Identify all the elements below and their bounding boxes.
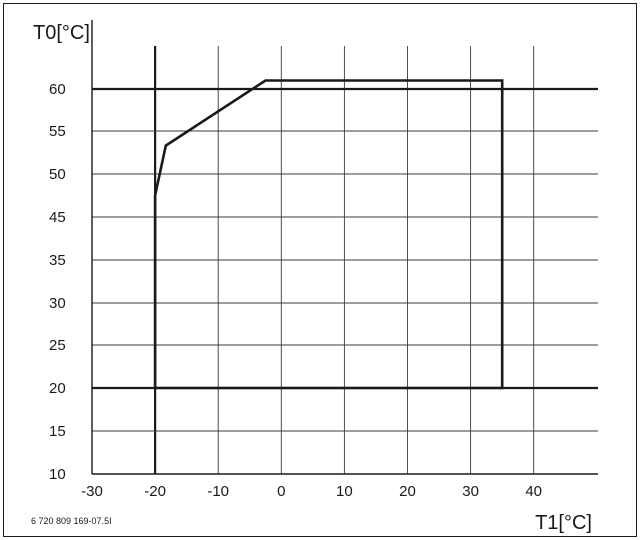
operating-range-line bbox=[153, 79, 504, 390]
x-tick-label: 40 bbox=[525, 483, 542, 500]
y-tick-label: 10 bbox=[49, 466, 66, 483]
y-tick-label: 60 bbox=[49, 81, 66, 98]
x-tick-label: -10 bbox=[207, 483, 229, 500]
axis-layer: -30 -20 -10 0 10 20 30 40 10 15 20 25 30 35 45 50 55 60 bbox=[49, 20, 598, 500]
x-tick-label: 10 bbox=[336, 483, 353, 500]
y-tick-label: 45 bbox=[49, 209, 66, 226]
x-tick-label: -20 bbox=[144, 483, 166, 500]
chart-frame bbox=[3, 3, 637, 537]
x-tick-label: 30 bbox=[462, 483, 479, 500]
figure-id: 6 720 809 169-07.5I bbox=[31, 516, 112, 526]
y-axis-title: T0[°C] bbox=[33, 22, 90, 44]
x-tick-label: -30 bbox=[81, 483, 103, 500]
y-tick-label: 30 bbox=[49, 295, 66, 312]
y-tick-label: 15 bbox=[49, 423, 66, 440]
grid-layer bbox=[92, 46, 598, 474]
x-tick-label: 0 bbox=[277, 483, 285, 500]
series-layer bbox=[153, 79, 504, 390]
y-tick-label: 25 bbox=[49, 337, 66, 354]
y-tick-label: 50 bbox=[49, 166, 66, 183]
label-layer: T0[°C] T1[°C] 6 720 809 169-07.5I bbox=[31, 22, 592, 534]
x-tick-label: 20 bbox=[399, 483, 416, 500]
y-tick-label: 20 bbox=[49, 380, 66, 397]
x-axis-title: T1[°C] bbox=[535, 512, 592, 534]
y-tick-label: 55 bbox=[49, 123, 66, 140]
y-tick-label: 35 bbox=[49, 252, 66, 269]
